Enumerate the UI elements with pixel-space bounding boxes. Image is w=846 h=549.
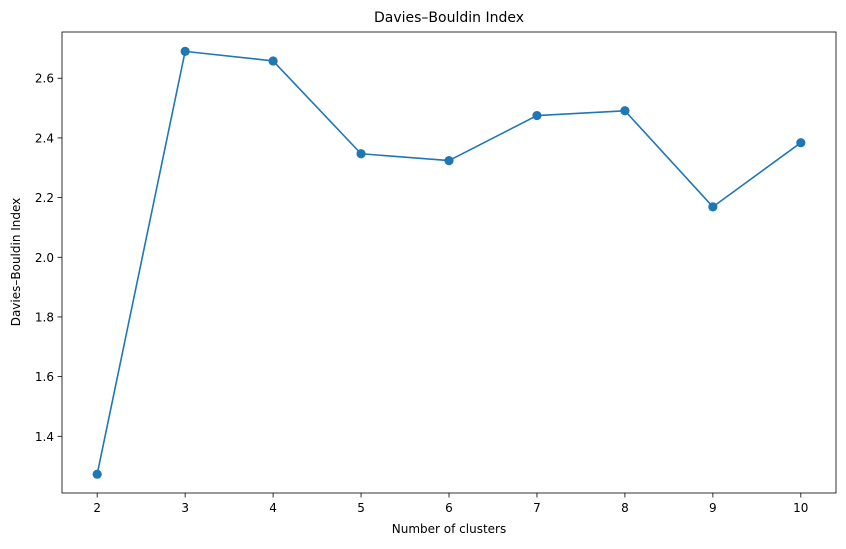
y-tick-label: 1.4 — [35, 430, 54, 444]
y-tick-label: 1.6 — [35, 370, 54, 384]
y-tick-label: 2.2 — [35, 191, 54, 205]
data-point-marker — [620, 106, 630, 116]
y-tick-label: 2.0 — [35, 251, 54, 265]
x-tick-label: 10 — [793, 501, 808, 515]
y-tick-label: 1.8 — [35, 310, 54, 324]
plot-area: 2 3 4 5 6 7 8 9 10 1.4 1.6 1.8 2.0 2.2 2.4 2.6 — [35, 31, 837, 515]
chart-title: Davies–Bouldin Index — [374, 10, 524, 26]
data-point-marker — [708, 202, 718, 212]
data-point-marker — [356, 149, 366, 159]
y-axis-label: Davies–Bouldin Index — [9, 198, 23, 327]
x-tick-label: 9 — [709, 501, 717, 515]
y-tick-label: 2.4 — [35, 131, 54, 145]
y-tick-label: 2.6 — [35, 72, 54, 86]
x-tick-label: 2 — [93, 501, 101, 515]
x-tick-label: 6 — [445, 501, 453, 515]
data-point-marker — [444, 156, 454, 166]
data-point-marker — [532, 110, 542, 121]
data-point-marker — [180, 46, 190, 56]
data-point-marker — [92, 469, 102, 479]
data-point-marker — [796, 138, 806, 148]
axes-frame — [61, 31, 837, 494]
series-line — [96, 50, 802, 476]
x-tick-label: 3 — [181, 501, 189, 515]
x-axis-label: Number of clusters — [392, 522, 506, 536]
x-tick-label: 5 — [357, 501, 365, 515]
x-tick-label: 8 — [621, 501, 629, 515]
data-point-marker — [268, 56, 278, 66]
x-tick-label: 7 — [533, 501, 541, 515]
x-tick-label: 4 — [269, 501, 277, 515]
